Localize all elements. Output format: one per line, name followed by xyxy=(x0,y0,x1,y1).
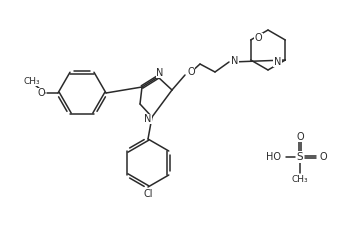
Text: O: O xyxy=(255,33,262,43)
Text: N: N xyxy=(274,57,281,67)
Text: O: O xyxy=(296,132,304,142)
Text: S: S xyxy=(297,152,303,162)
Text: CH₃: CH₃ xyxy=(24,76,40,86)
Text: O: O xyxy=(320,152,328,162)
Text: CH₃: CH₃ xyxy=(292,175,308,184)
Text: O: O xyxy=(187,67,195,77)
Text: Cl: Cl xyxy=(143,189,153,199)
Text: N: N xyxy=(144,114,152,124)
Text: N: N xyxy=(231,56,238,66)
Text: O: O xyxy=(37,88,45,98)
Text: HO: HO xyxy=(266,152,281,162)
Text: N: N xyxy=(156,68,164,78)
